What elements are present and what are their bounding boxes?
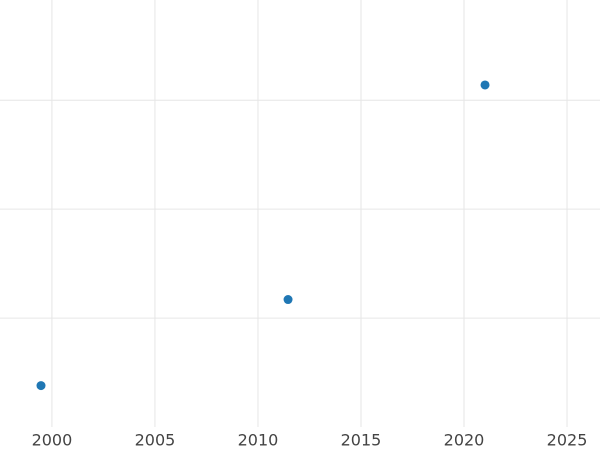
x-tick-label: 2000 (32, 431, 73, 450)
x-tick-label: 2020 (444, 431, 485, 450)
point (283, 295, 293, 305)
x-tick-label: 2015 (341, 431, 382, 450)
point (480, 80, 490, 90)
x-tick-label: 2025 (547, 431, 588, 450)
x-tick-label: 2010 (238, 431, 279, 450)
x-tick-label: 2005 (135, 431, 176, 450)
point (36, 381, 46, 391)
